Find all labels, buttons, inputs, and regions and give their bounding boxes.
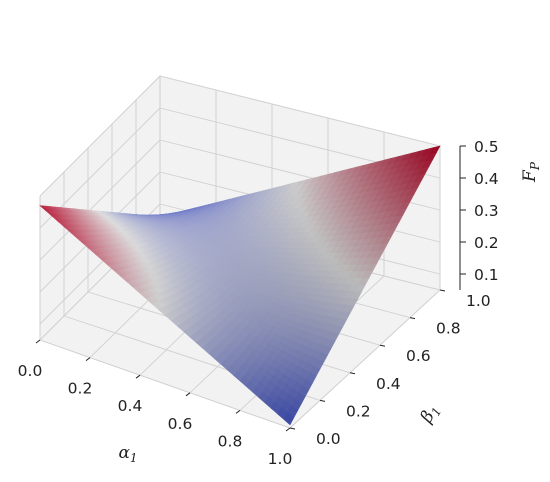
x-tick-mark-0 bbox=[35, 339, 41, 344]
y-axis-label: β1 bbox=[416, 401, 444, 428]
surface-cell bbox=[283, 412, 295, 426]
y-tick-mark-3 bbox=[379, 344, 386, 347]
floor-grid-alpha-5 bbox=[289, 289, 441, 429]
z-tick-label-1: 0.2 bbox=[474, 234, 499, 252]
y-tick-label-2: 0.4 bbox=[376, 375, 401, 393]
x-tick-mark-2 bbox=[135, 374, 141, 379]
surface-mesh bbox=[39, 145, 441, 426]
y-tick-mark-2 bbox=[349, 372, 356, 375]
x-tick-mark-4 bbox=[235, 409, 241, 414]
x-tick-label-5: 1.0 bbox=[268, 450, 293, 468]
x-tick-label-4: 0.8 bbox=[218, 432, 243, 450]
left-grid-z-2 bbox=[39, 139, 161, 261]
y-tick-label-0: 0.0 bbox=[316, 430, 341, 448]
z-tick-label-0: 0.1 bbox=[474, 266, 499, 284]
y-tick-mark-0 bbox=[289, 427, 296, 430]
y-tick-mark-5 bbox=[439, 289, 446, 292]
x-tick-label-2: 0.4 bbox=[118, 397, 143, 415]
x-tick-mark-3 bbox=[185, 392, 191, 397]
z-tick-label-3: 0.4 bbox=[474, 170, 499, 188]
x-tick-label-3: 0.6 bbox=[168, 415, 193, 433]
left-grid-z-4 bbox=[39, 75, 161, 197]
z-axis-label: FP bbox=[520, 161, 542, 183]
back-grid-z-4 bbox=[159, 75, 441, 147]
z-tick-label-4: 0.5 bbox=[474, 138, 499, 156]
y-tick-mark-1 bbox=[319, 399, 326, 402]
y-tick-label-3: 0.6 bbox=[406, 347, 431, 365]
y-tick-label-1: 0.2 bbox=[346, 402, 371, 420]
z-tick-label-2: 0.3 bbox=[474, 202, 499, 220]
x-tick-mark-1 bbox=[85, 357, 91, 362]
y-tick-mark-4 bbox=[409, 317, 416, 320]
y-tick-label-5: 1.0 bbox=[466, 292, 491, 310]
x-axis-label: α1 bbox=[118, 443, 137, 465]
x-tick-label-1: 0.2 bbox=[68, 380, 93, 398]
floor-grid-beta-0 bbox=[39, 339, 291, 429]
x-tick-mark-5 bbox=[285, 427, 291, 432]
y-tick-label-4: 0.8 bbox=[436, 320, 461, 338]
x-tick-label-0: 0.0 bbox=[18, 362, 43, 380]
axis-ticks: 0.0 0.2 0.4 0.6 0.8 1.0 0.0 0.2 0.4 0.6 0.8 1.0 0.1 0… bbox=[18, 138, 499, 468]
